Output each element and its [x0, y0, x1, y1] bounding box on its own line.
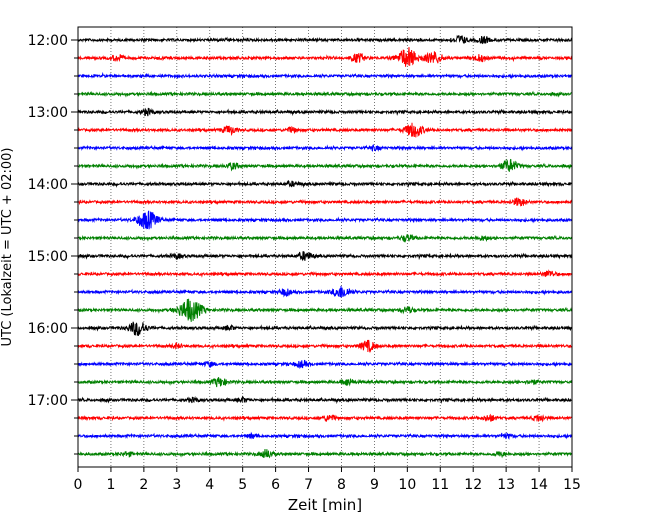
x-tick-label-6: 6: [271, 477, 280, 493]
x-tick-label-15: 15: [563, 477, 581, 493]
traces: [77, 34, 573, 459]
trace-16:15: [77, 339, 573, 354]
y-axis: 12:00 13:00 14:00 15:00 16:00 17:00: [28, 33, 78, 455]
x-tick-label-3: 3: [172, 477, 181, 493]
x-tick-label-5: 5: [238, 477, 247, 493]
plot-frame: [77, 26, 573, 468]
trace-15:15: [77, 269, 573, 278]
x-tick-label-10: 10: [398, 477, 416, 493]
trace-12:00: [77, 34, 573, 45]
trace-13:15: [77, 122, 573, 138]
trace-16:00: [77, 321, 573, 336]
x-tick-label-13: 13: [497, 477, 515, 493]
trace-13:30: [77, 143, 573, 152]
trace-17:45: [77, 448, 573, 459]
trace-13:45: [77, 158, 573, 172]
trace-16:30: [77, 359, 573, 370]
trace-16:45: [77, 377, 573, 388]
x-axis: 0 1 2 3 4 5 6 7 8 9 10 11 12 13 14 15: [74, 467, 581, 493]
x-tick-label-2: 2: [139, 477, 148, 493]
x-tick-label-14: 14: [530, 477, 548, 493]
trace-17:30: [77, 431, 573, 440]
y-tick-label-14:00: 14:00: [28, 177, 68, 193]
trace-15:45: [77, 298, 573, 322]
trace-12:30: [77, 71, 573, 80]
y-tick-label-13:00: 13:00: [28, 105, 68, 121]
y-tick-label-12:00: 12:00: [28, 33, 68, 49]
x-axis-label: Zeit [min]: [288, 496, 362, 514]
y-tick-label-15:00: 15:00: [28, 249, 68, 265]
trace-15:30: [77, 285, 573, 298]
trace-12:15: [77, 47, 573, 67]
y-tick-label-17:00: 17:00: [28, 393, 68, 409]
x-tick-label-1: 1: [106, 477, 115, 493]
trace-15:00: [77, 251, 573, 262]
x-tick-label-0: 0: [74, 477, 83, 493]
x-tick-label-11: 11: [431, 477, 449, 493]
grid-lines: [110, 27, 540, 467]
trace-12:45: [77, 90, 573, 98]
trace-14:30: [77, 210, 573, 230]
y-axis-label: UTC (Lokalzeit = UTC + 02:00): [0, 148, 15, 347]
trace-17:00: [77, 395, 573, 405]
trace-14:45: [77, 233, 573, 244]
x-tick-label-4: 4: [205, 477, 214, 493]
trace-14:00: [78, 179, 573, 189]
trace-14:15: [77, 197, 573, 207]
x-tick-label-8: 8: [337, 477, 346, 493]
x-tick-label-12: 12: [464, 477, 482, 493]
trace-17:15: [77, 413, 573, 423]
x-tick-label-7: 7: [304, 477, 313, 493]
x-tick-label-9: 9: [370, 477, 379, 493]
trace-13:00: [77, 107, 573, 117]
y-tick-label-16:00: 16:00: [28, 321, 68, 337]
